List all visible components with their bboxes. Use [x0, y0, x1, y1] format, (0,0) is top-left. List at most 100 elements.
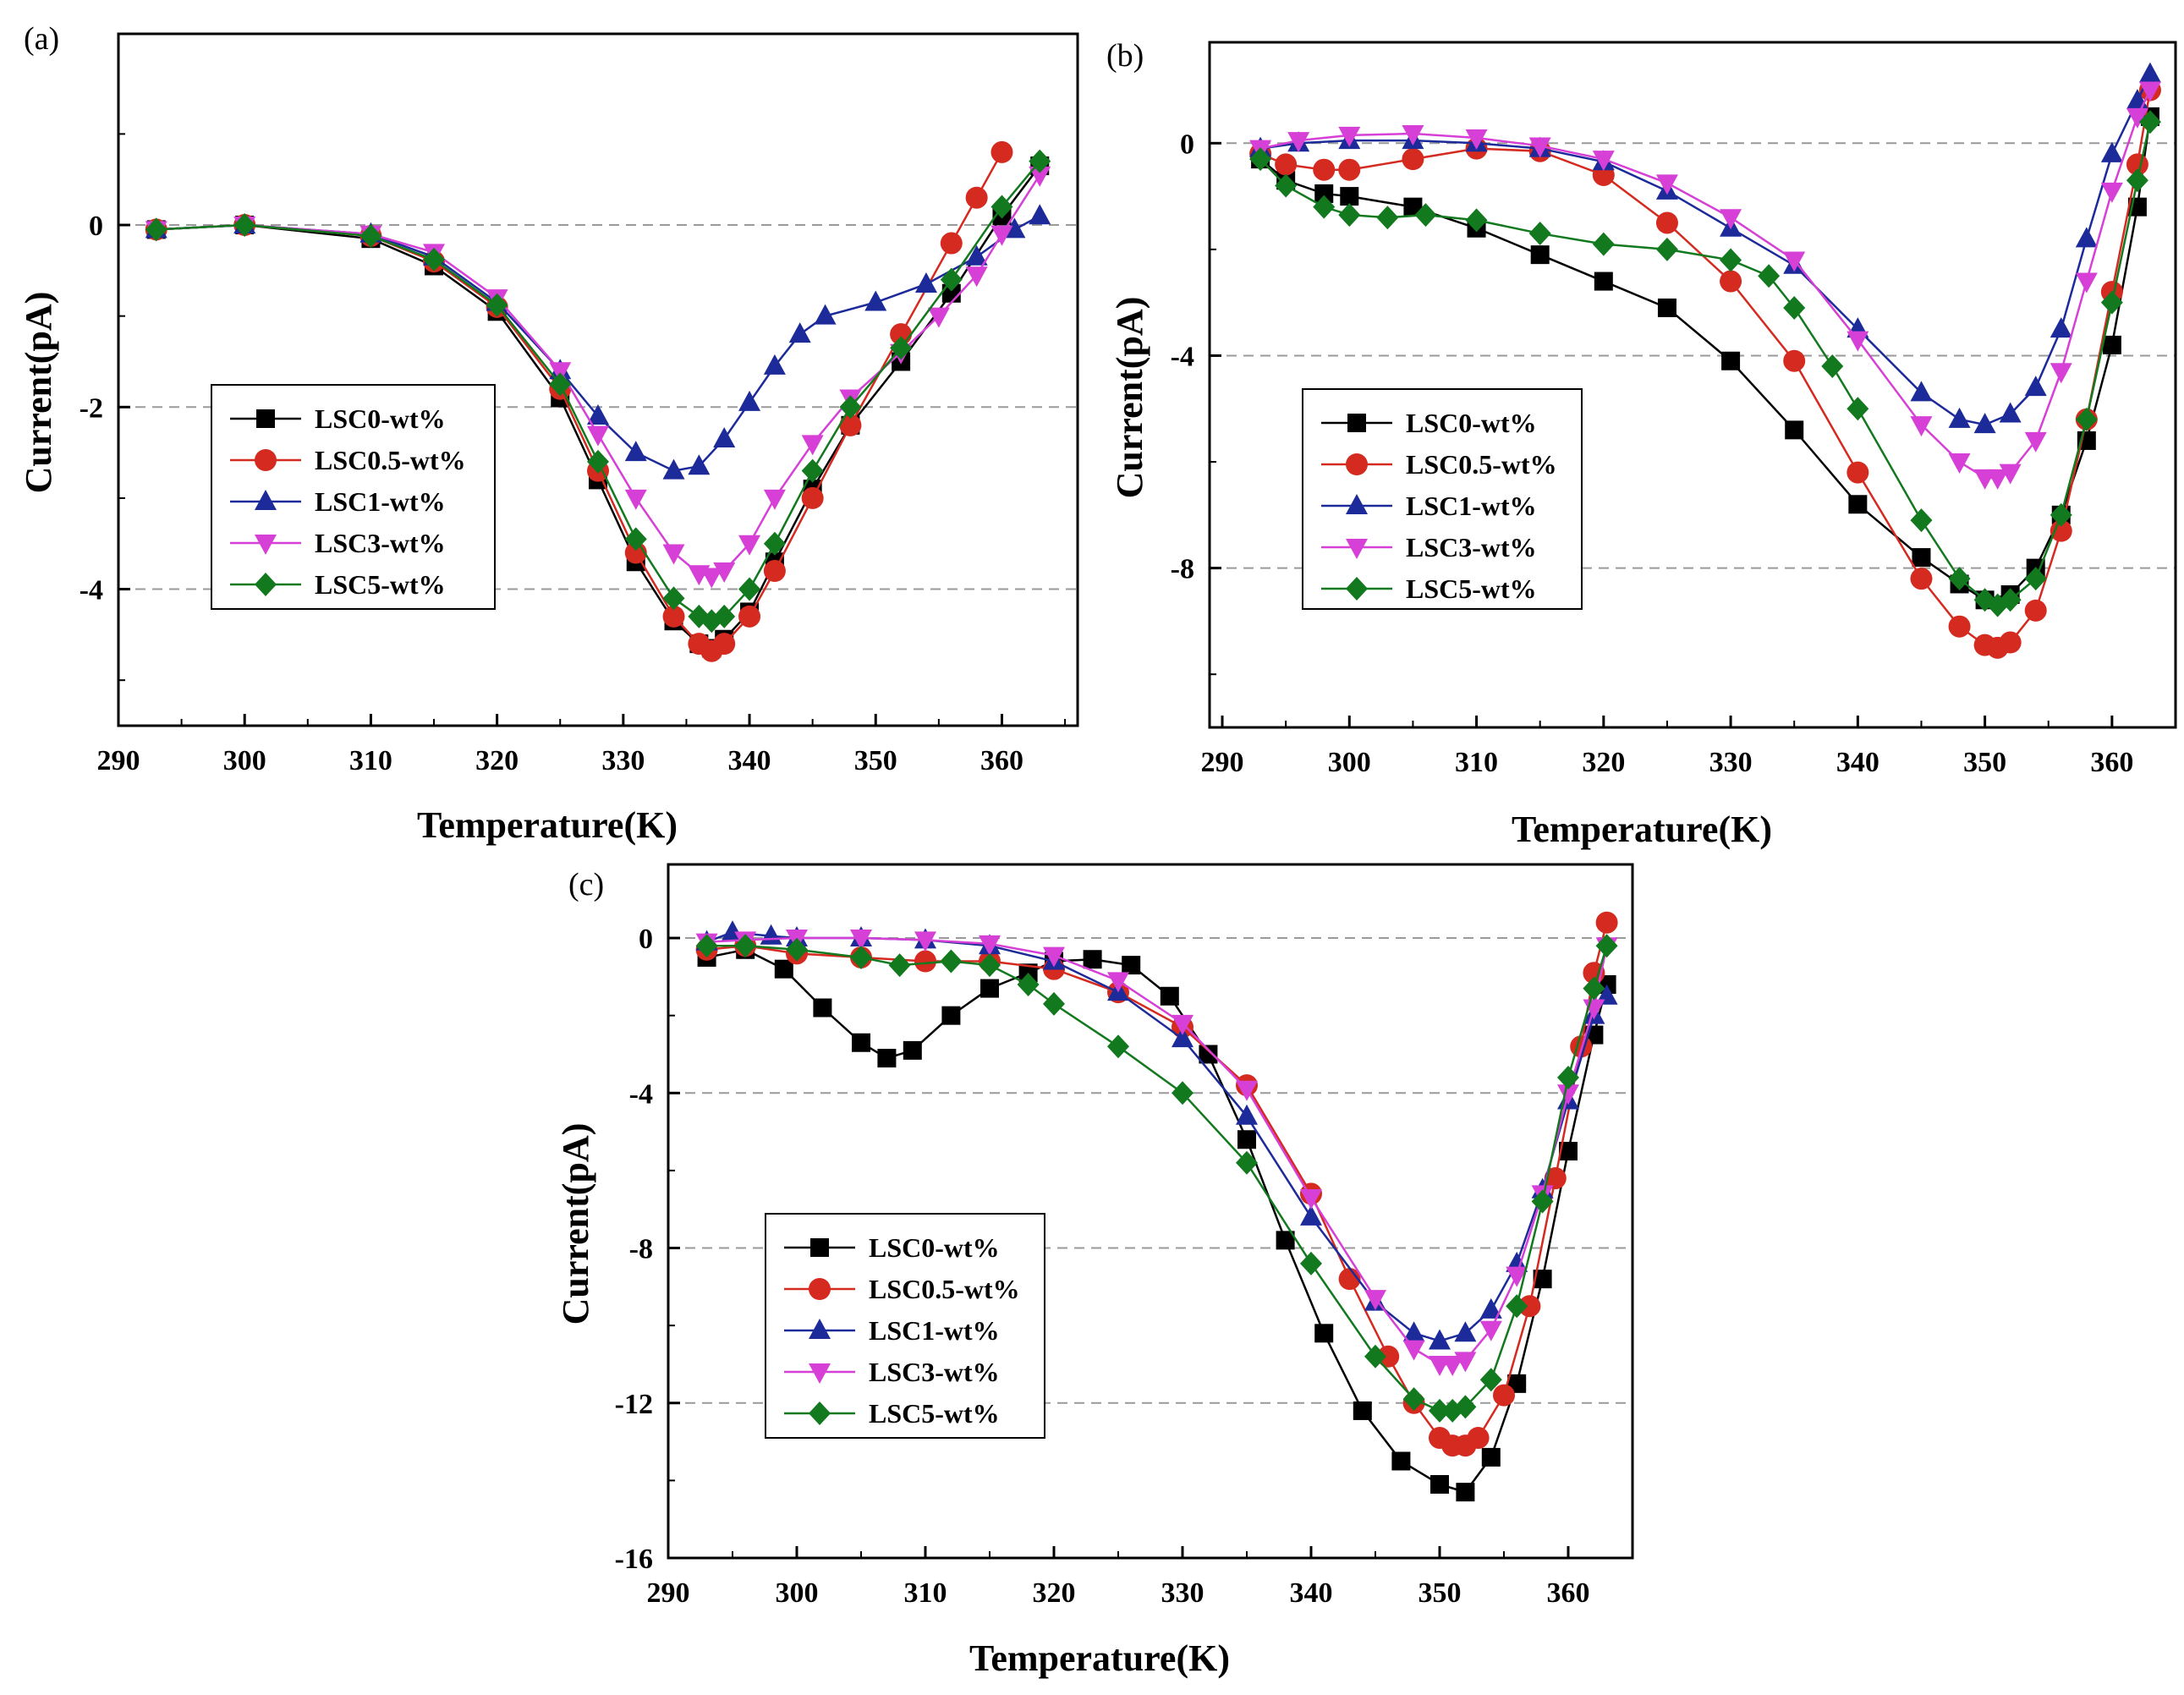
data-point [1287, 132, 1310, 153]
data-point [2138, 81, 2161, 102]
data-point [2050, 363, 2072, 384]
data-point [990, 140, 1013, 163]
data-point [1531, 1189, 1554, 1214]
data-point [713, 562, 736, 584]
data-point [1583, 976, 1605, 1001]
data-point [839, 395, 862, 420]
data-point [662, 458, 685, 480]
x-axis-title: Temperature(K) [1512, 809, 1772, 850]
data-point [1783, 349, 1806, 372]
x-tick-label: 360 [980, 745, 1023, 776]
data-point [2138, 62, 2161, 83]
data-point [1948, 407, 1971, 428]
legend-marker [810, 1238, 829, 1257]
legend-marker [809, 1363, 831, 1384]
chart-panel-b: 290 300 310 320 330 340 350 360 0 -4 -8 Temperature… [1106, 38, 2177, 850]
data-point [979, 935, 1001, 956]
data-point [1377, 1345, 1400, 1368]
data-point [1313, 158, 1336, 181]
data-point [1821, 354, 1844, 379]
data-point [1655, 211, 1678, 234]
data-point [1249, 147, 1272, 172]
series-LSC3-wt [1249, 81, 2161, 490]
data-point [850, 930, 872, 951]
data-point [1017, 973, 1040, 997]
data-point [979, 953, 1001, 978]
legend-marker [1346, 453, 1368, 475]
data-point [145, 217, 167, 242]
x-tick-label: 330 [601, 745, 645, 776]
data-point [1912, 548, 1931, 568]
data-point [1276, 1231, 1295, 1250]
plot-area-frame [1208, 41, 2177, 729]
x-tick-label: 340 [1836, 747, 1879, 778]
data-point [1083, 950, 1102, 969]
x-tick-label: 320 [1582, 747, 1625, 778]
data-point [1999, 631, 2022, 654]
data-point [713, 604, 736, 628]
data-point [1300, 1188, 1322, 1210]
legend-marker [1346, 577, 1368, 601]
data-point [700, 568, 723, 589]
data-point [1848, 495, 1868, 514]
data-point [1557, 1065, 1579, 1089]
data-point [965, 244, 988, 266]
panel-label: (a) [24, 21, 59, 57]
data-point [1465, 129, 1488, 151]
series-LSC5-wt [1249, 110, 2161, 617]
data-point [1003, 217, 1026, 239]
data-point [1275, 173, 1298, 198]
data-point [695, 934, 718, 958]
plot-area-frame [667, 863, 1634, 1560]
data-point [2100, 141, 2123, 162]
legend: LSC0-wt% LSC0.5-wt% LSC1-wt% LSC3-wt% LSC5-w… [211, 384, 496, 610]
data-point [1910, 381, 1933, 402]
legend-marker [1346, 539, 1368, 559]
data-point [1402, 1387, 1425, 1412]
data-point [1595, 911, 1618, 934]
y-tick-label: 0 [89, 211, 103, 242]
data-point [1029, 166, 1051, 187]
legend-marker [809, 1402, 831, 1425]
data-point [801, 486, 824, 509]
data-point [1314, 184, 1334, 203]
data-point [2075, 227, 2098, 248]
data-point [1467, 1426, 1490, 1449]
data-point [1999, 464, 2022, 485]
data-point [2050, 519, 2072, 542]
data-point [1847, 397, 1869, 421]
data-point [1402, 148, 1424, 171]
y-tick-label: 0 [639, 924, 653, 955]
data-point [903, 1040, 922, 1060]
legend-label: LSC0-wt% [315, 403, 446, 434]
data-point [2050, 502, 2072, 527]
legend-marker [1346, 494, 1368, 514]
data-point [1557, 1084, 1579, 1105]
data-point [864, 290, 887, 311]
data-point [813, 998, 832, 1018]
y-tick-label: -4 [80, 575, 103, 606]
series-LSC5-wt [695, 934, 1618, 1423]
legend-label: LSC0.5-wt% [869, 1274, 1020, 1304]
data-point [359, 223, 382, 248]
data-point [990, 195, 1013, 219]
data-point [1506, 1266, 1528, 1287]
data-point [1721, 351, 1741, 370]
series-line [1259, 74, 2152, 426]
y-axis-title: Current(pA) [18, 292, 59, 494]
data-point [1364, 1290, 1386, 1311]
data-point [1429, 1398, 1451, 1423]
data-point [965, 266, 988, 288]
x-tick-label: 350 [1419, 1577, 1462, 1609]
data-point [2126, 107, 2148, 129]
legend: LSC0-wt% LSC0.5-wt% LSC1-wt% LSC3-wt% LSC5-w… [1302, 388, 1583, 610]
series-line [1259, 89, 2152, 480]
data-point [1528, 137, 1551, 158]
data-point [1029, 149, 1051, 173]
data-point [1657, 298, 1676, 317]
legend-marker [255, 490, 277, 510]
data-point [1999, 588, 2022, 612]
y-tick-label: 0 [1180, 129, 1194, 160]
data-point [1592, 151, 1615, 172]
x-tick-label: 330 [1709, 747, 1753, 778]
